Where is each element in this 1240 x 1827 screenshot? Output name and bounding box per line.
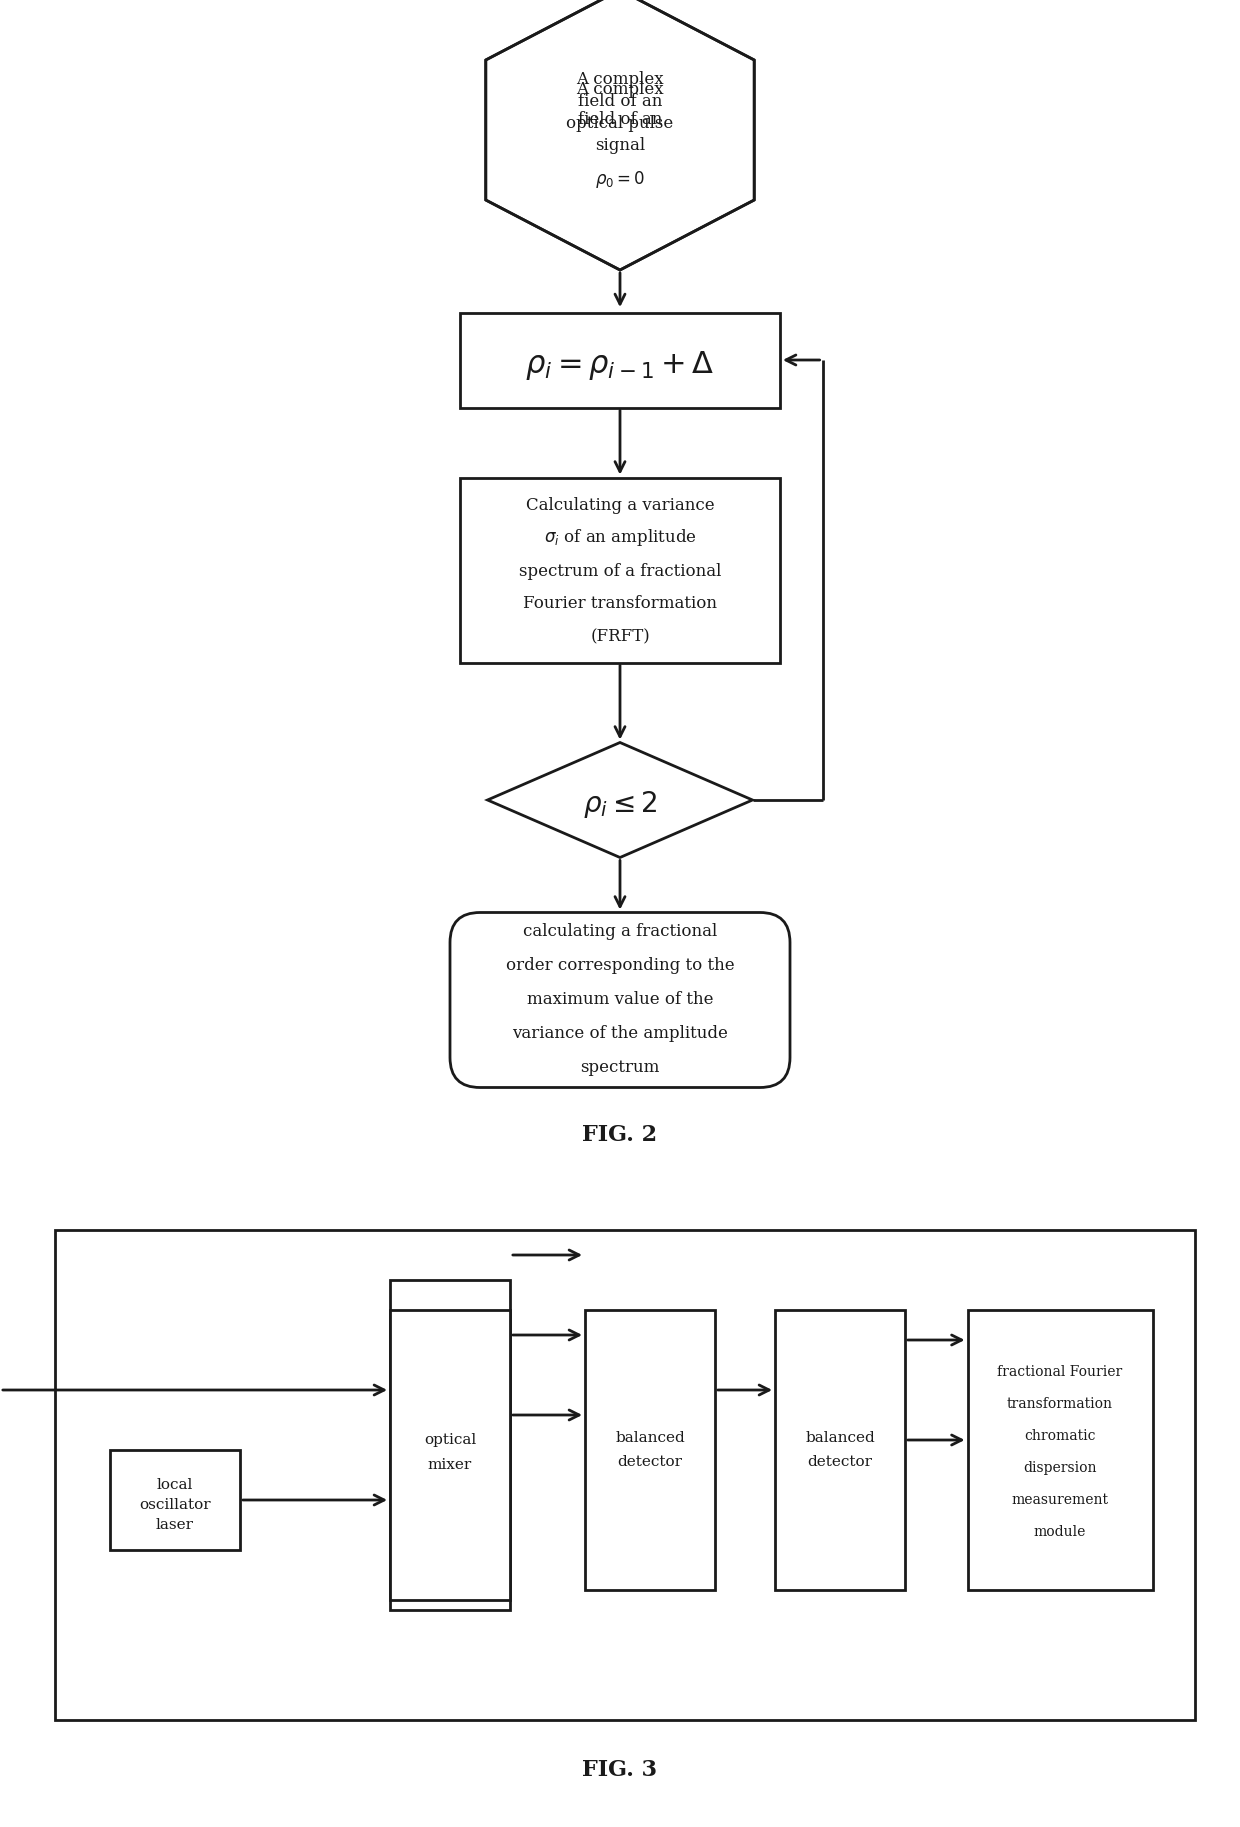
Text: measurement: measurement	[1012, 1493, 1109, 1507]
Text: signal: signal	[595, 137, 645, 155]
Bar	[775, 1310, 905, 1589]
Text: spectrum of a fractional: spectrum of a fractional	[518, 563, 722, 579]
Text: transformation: transformation	[1007, 1398, 1114, 1410]
Text: module: module	[1034, 1526, 1086, 1538]
Bar	[460, 312, 780, 407]
Text: maximum value of the: maximum value of the	[527, 992, 713, 1009]
Text: A complex: A complex	[577, 82, 663, 99]
Text: local: local	[156, 1478, 193, 1493]
Text: $\rho_i \leq 2$: $\rho_i \leq 2$	[583, 789, 657, 820]
Bar	[460, 477, 780, 663]
Text: detector: detector	[807, 1454, 873, 1469]
Text: laser: laser	[156, 1518, 193, 1533]
Text: chromatic: chromatic	[1024, 1429, 1096, 1443]
Text: $\rho_0=0$: $\rho_0=0$	[595, 170, 645, 190]
Text: A complex: A complex	[577, 71, 663, 88]
Text: balanced: balanced	[615, 1431, 684, 1445]
Text: detector: detector	[618, 1454, 682, 1469]
Text: Fourier transformation: Fourier transformation	[523, 596, 717, 612]
Text: dispersion: dispersion	[1023, 1462, 1096, 1474]
Text: FIG. 3: FIG. 3	[583, 1759, 657, 1781]
Text: oscillator: oscillator	[139, 1498, 211, 1513]
Bar	[967, 1310, 1152, 1589]
Bar	[585, 1310, 715, 1589]
FancyBboxPatch shape	[450, 912, 790, 1087]
Text: fractional Fourier: fractional Fourier	[997, 1365, 1122, 1379]
Text: calculating a fractional: calculating a fractional	[523, 923, 717, 941]
Bar	[55, 1230, 1195, 1719]
Text: mixer: mixer	[428, 1458, 472, 1473]
Text: balanced: balanced	[805, 1431, 875, 1445]
Text: order corresponding to the: order corresponding to the	[506, 957, 734, 974]
Text: $\sigma_i$ of an amplitude: $\sigma_i$ of an amplitude	[543, 528, 697, 548]
Text: $\rho_i=\rho_{i-1}+\Delta$: $\rho_i=\rho_{i-1}+\Delta$	[526, 349, 714, 382]
Polygon shape	[486, 0, 754, 270]
Bar	[391, 1281, 510, 1610]
Text: FIG. 2: FIG. 2	[583, 1124, 657, 1146]
Text: field of an: field of an	[578, 93, 662, 110]
Text: field of an: field of an	[578, 111, 662, 128]
Text: optical pulse: optical pulse	[567, 115, 673, 133]
Text: variance of the amplitude: variance of the amplitude	[512, 1025, 728, 1043]
Text: spectrum: spectrum	[580, 1060, 660, 1076]
Bar	[110, 1451, 241, 1549]
Bar	[391, 1310, 510, 1600]
Text: optical: optical	[424, 1432, 476, 1447]
Polygon shape	[487, 742, 753, 857]
Text: Calculating a variance: Calculating a variance	[526, 497, 714, 513]
Text: (FRFT): (FRFT)	[590, 628, 650, 645]
